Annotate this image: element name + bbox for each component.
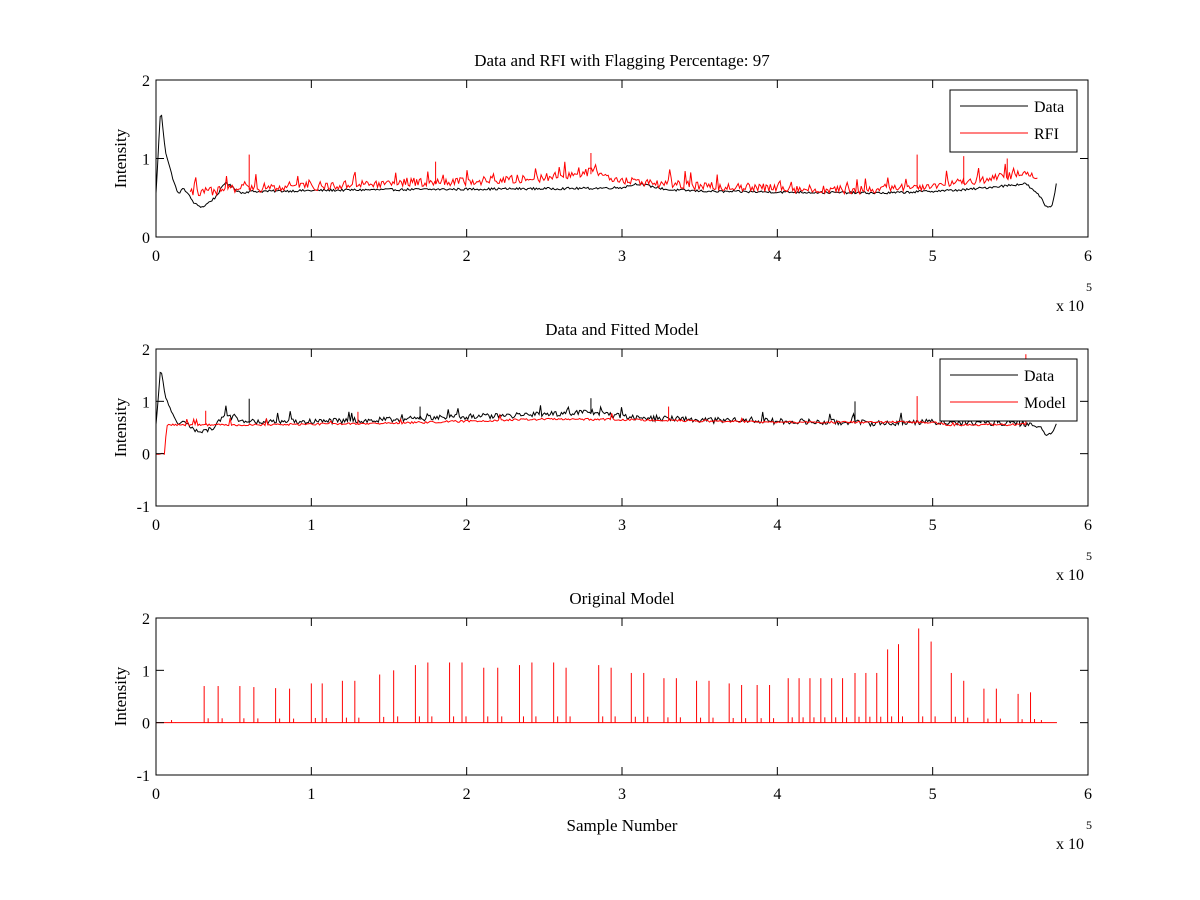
series-rfi-line [189,161,1038,197]
chart-title: Data and Fitted Model [545,320,699,339]
x-tick-label: 2 [463,786,471,803]
y-tick-label: 2 [142,73,150,90]
y-tick-label: -1 [137,499,150,516]
x-tick-label: 1 [307,517,315,534]
x-tick-label: 5 [929,517,937,534]
series-data [156,114,1057,209]
x-tick-label: 3 [618,786,626,803]
y-axis-label: Intensity [111,128,130,188]
y-axis-label: Intensity [111,666,130,726]
x-multiplier-exponent: 5 [1086,818,1092,832]
x-multiplier-base: x 10 [1056,836,1084,853]
chart-title: Original Model [569,589,675,608]
x-tick-label: 0 [152,248,160,265]
y-tick-label: 0 [142,447,150,464]
plot-data [156,628,1057,724]
legend-entry: Data [1034,99,1064,116]
x-tick-label: 6 [1084,248,1092,265]
y-tick-label: 1 [142,394,150,411]
legend-entry: Model [1024,395,1066,412]
y-tick-label: 2 [142,342,150,359]
plot-data [156,114,1057,209]
x-tick-label: 1 [307,248,315,265]
x-tick-label: 3 [618,517,626,534]
legend: Data RFI [949,89,1078,153]
y-tick-label: 1 [142,663,150,680]
legend: Data Model [939,358,1078,422]
legend-entry: RFI [1034,126,1059,143]
plot-area [156,80,1088,237]
x-tick-label: 4 [773,517,781,534]
x-tick-label: 4 [773,248,781,265]
x-tick-label: 0 [152,517,160,534]
x-multiplier-exponent: 5 [1086,280,1092,294]
x-tick-label: 1 [307,786,315,803]
series-rfi [189,153,1038,197]
legend-box [949,89,1078,153]
y-tick-label: 2 [142,611,150,628]
plot-area [156,349,1088,506]
x-tick-label: 6 [1084,786,1092,803]
chart-title: Data and RFI with Flagging Percentage: 9… [474,51,770,70]
series-model-line [156,413,1026,455]
series-data-line [156,114,1057,209]
x-axis-label: Sample Number [567,816,678,835]
x-tick-label: 5 [929,786,937,803]
series-model [156,628,1057,724]
y-axis-label: Intensity [111,397,130,457]
legend-box [939,358,1078,422]
x-tick-label: 4 [773,786,781,803]
x-multiplier-exponent: 5 [1086,549,1092,563]
y-tick-label: 0 [142,230,150,247]
x-tick-label: 3 [618,248,626,265]
x-tick-label: 0 [152,786,160,803]
x-tick-label: 2 [463,517,471,534]
legend-entry: Data [1024,368,1054,385]
x-multiplier-base: x 10 [1056,298,1084,315]
y-tick-label: 1 [142,152,150,169]
y-tick-label: 0 [142,716,150,733]
x-tick-label: 6 [1084,517,1092,534]
y-tick-label: -1 [137,768,150,785]
x-multiplier-base: x 10 [1056,567,1084,584]
series-data [156,371,1057,436]
plot-area [156,618,1088,775]
x-tick-label: 2 [463,248,471,265]
x-tick-label: 5 [929,248,937,265]
series-data-line [156,371,1057,436]
